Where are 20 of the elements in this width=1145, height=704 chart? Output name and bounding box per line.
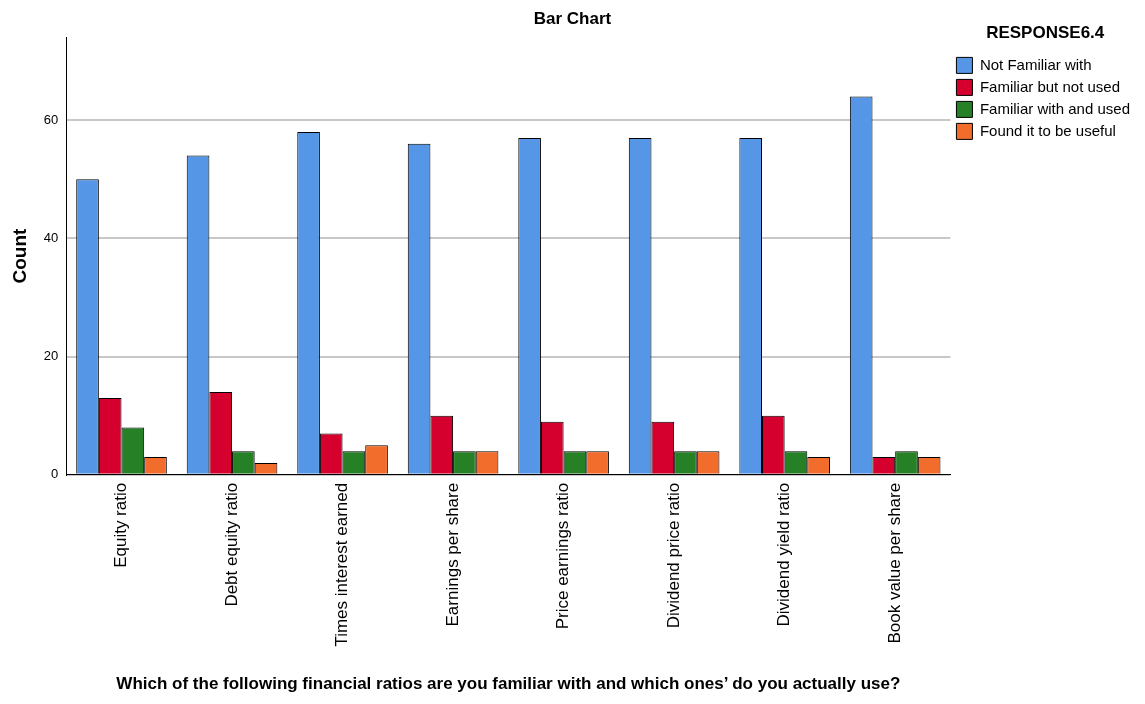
x-tick-label: Dividend yield ratio xyxy=(774,482,794,627)
x-axis-title: Which of the following financial ratios are you familiar with and which ones’ do you actually use? xyxy=(116,674,901,694)
y-tick-label: 60 xyxy=(43,111,59,127)
chart-title: Bar Chart xyxy=(533,8,612,28)
legend-label: Not Familiar with xyxy=(979,55,1092,73)
legend-title: RESPONSE6.4 xyxy=(986,23,1105,43)
x-tick-label: Debt equity ratio xyxy=(221,482,241,607)
y-axis-title: Count xyxy=(8,228,30,284)
x-tick-label: Dividend price ratio xyxy=(663,482,683,629)
legend-label: Familiar but not used xyxy=(979,77,1121,95)
x-tick-label: Earnings per share xyxy=(442,482,462,627)
y-tick-label: 20 xyxy=(43,348,59,364)
legend-label: Familiar with and used xyxy=(979,99,1131,117)
x-tick-label: Equity ratio xyxy=(111,482,131,568)
legend-label: Found it to be useful xyxy=(979,121,1116,139)
x-tick-label: Times interest earned xyxy=(332,482,352,647)
y-tick-label: 0 xyxy=(51,466,59,482)
y-tick-label: 40 xyxy=(43,229,59,245)
x-tick-label: Price earnings ratio xyxy=(553,482,573,630)
x-tick-label: Book value per share xyxy=(884,482,904,644)
